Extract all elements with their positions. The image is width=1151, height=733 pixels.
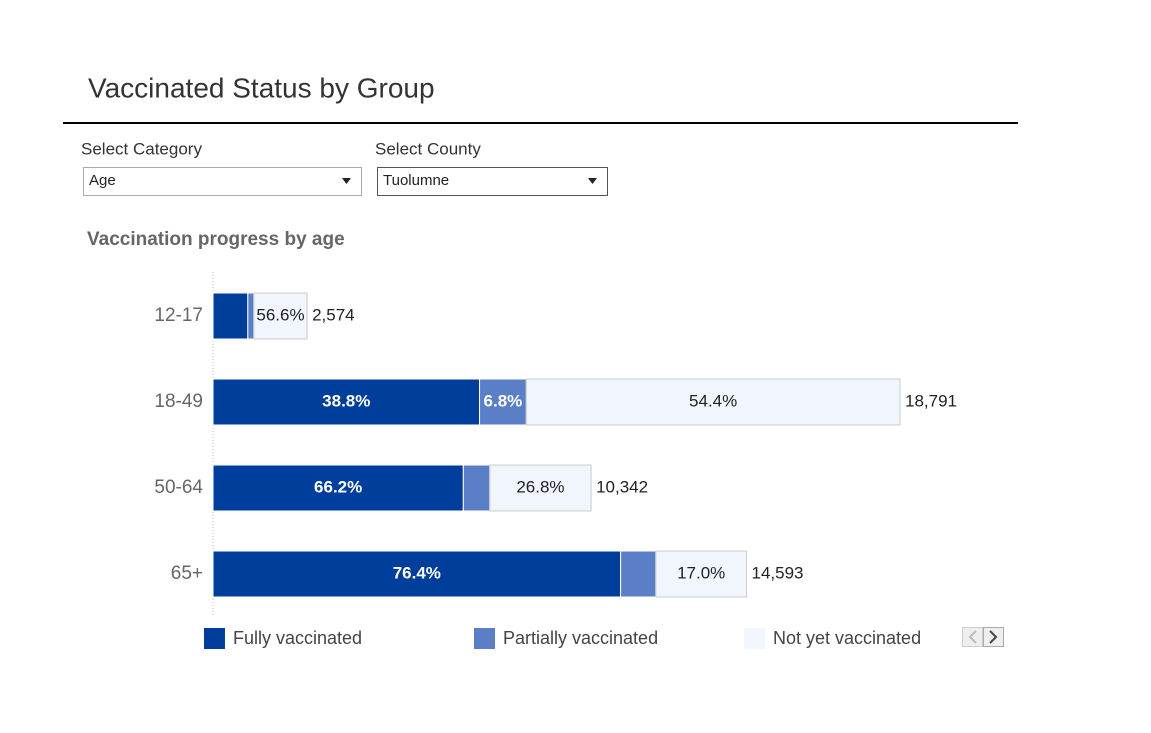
bar-segment bbox=[462, 464, 491, 512]
control-label: Select County bbox=[375, 139, 481, 158]
bar-segment bbox=[620, 550, 657, 598]
bar-segment bbox=[247, 292, 255, 340]
category-label: 12-17 bbox=[154, 305, 203, 326]
bar-segment bbox=[212, 550, 622, 598]
category-label: 65+ bbox=[171, 563, 203, 584]
segment-label: 38.8% bbox=[322, 391, 370, 410]
category-label: 18-49 bbox=[154, 391, 203, 412]
segment-label: 56.6% bbox=[256, 305, 304, 324]
segment-label: 76.4% bbox=[393, 563, 441, 582]
bar-segment bbox=[212, 292, 249, 340]
category-select[interactable]: Age bbox=[83, 167, 362, 196]
prev-arrow[interactable] bbox=[968, 630, 977, 644]
legend-swatch bbox=[204, 628, 225, 649]
category-label: 50-64 bbox=[154, 477, 203, 498]
select-box[interactable] bbox=[377, 167, 608, 196]
total-label: 18,791 bbox=[905, 391, 957, 410]
prev-button[interactable] bbox=[962, 627, 983, 647]
bar-segment bbox=[655, 550, 748, 598]
bar-segment bbox=[212, 464, 464, 512]
chart-title: Vaccination progress by age bbox=[87, 229, 345, 250]
pager[interactable] bbox=[962, 627, 1004, 647]
legend-label: Not yet vaccinated bbox=[773, 628, 921, 648]
legend-swatch bbox=[744, 628, 765, 649]
bar-segment bbox=[479, 378, 527, 426]
bar-segment bbox=[525, 378, 901, 426]
segment-label: 54.4% bbox=[689, 391, 737, 410]
select-value[interactable]: Tuolumne bbox=[383, 172, 449, 189]
select-arrow[interactable] bbox=[342, 178, 351, 184]
segment-label: 26.8% bbox=[516, 477, 564, 496]
total-label: 14,593 bbox=[752, 563, 804, 582]
bar-segment bbox=[253, 292, 308, 340]
total-label: 10,342 bbox=[596, 477, 648, 496]
county-select[interactable]: Tuolumne bbox=[377, 167, 608, 196]
segment-label: 17.0% bbox=[677, 563, 725, 582]
legend-label: Fully vaccinated bbox=[233, 628, 362, 648]
select-value[interactable]: Age bbox=[89, 172, 116, 189]
next-button[interactable] bbox=[983, 627, 1004, 647]
page-title: Vaccinated Status by Group bbox=[88, 72, 435, 103]
select-box[interactable] bbox=[83, 167, 362, 196]
legend-swatch bbox=[474, 628, 495, 649]
control-label: Select Category bbox=[81, 139, 202, 158]
select-arrow[interactable] bbox=[588, 178, 597, 184]
next-arrow[interactable] bbox=[989, 630, 998, 644]
segment-label: 6.8% bbox=[484, 391, 523, 410]
total-label: 2,574 bbox=[312, 305, 355, 324]
legend-label: Partially vaccinated bbox=[503, 628, 658, 648]
segment-label: 66.2% bbox=[314, 477, 362, 496]
bar-segment bbox=[489, 464, 592, 512]
